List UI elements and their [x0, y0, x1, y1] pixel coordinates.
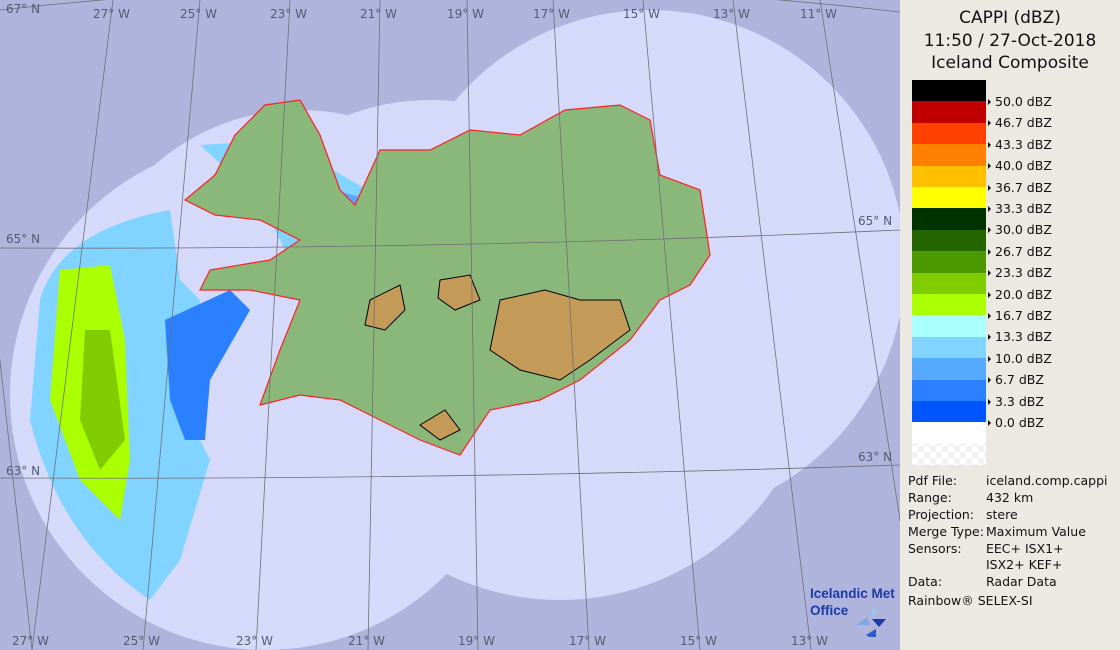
longitude-label-top: 27° W [93, 7, 130, 21]
meridian-line [31, 0, 114, 650]
legend-swatch [912, 251, 986, 273]
meridian-line [642, 0, 701, 650]
meridian-line [0, 357, 33, 650]
longitude-label-bottom: 25° W [123, 634, 160, 648]
legend-panel: CAPPI (dBZ) 11:50 / 27-Oct-2018 Iceland … [900, 0, 1120, 650]
latitude-label-left: 67° N [6, 2, 41, 16]
legend-swatch [912, 272, 986, 295]
info-pdf-file: Pdf File: iceland.comp.cappi [908, 473, 1108, 488]
legend-label: 40.0 dBZ [988, 158, 1052, 173]
legend-swatch [912, 358, 986, 380]
legend-label: 46.7 dBZ [988, 115, 1052, 130]
longitude-label-bottom: 17° W [569, 634, 606, 648]
legend-label: 43.3 dBZ [988, 137, 1052, 152]
logo-arrows-icon [857, 607, 886, 637]
legend-label: 23.3 dBZ [988, 265, 1052, 280]
iceland-land [183, 99, 711, 456]
longitude-label-top: 25° W [180, 7, 217, 21]
legend-swatch [912, 229, 986, 252]
meridian-line [732, 0, 812, 650]
latitude-label-right: 65° N [858, 214, 893, 228]
longitude-label-bottom: 19° W [458, 634, 495, 648]
imo-logo: Icelandic Met Office [810, 585, 895, 637]
legend-swatch [912, 144, 986, 166]
longitude-label-top: 21° W [360, 7, 397, 21]
site-title: Iceland Composite [931, 53, 1089, 73]
legend-label: 10.0 dBZ [988, 351, 1052, 366]
latitude-label-left: 63° N [6, 464, 41, 478]
longitude-label-top: 13° W [713, 7, 750, 21]
longitude-label-bottom: 27° W [12, 634, 49, 648]
legend-label: 3.3 dBZ [988, 394, 1044, 409]
meridian-line [552, 0, 590, 650]
longitude-label-bottom: 15° W [680, 634, 717, 648]
legend-label: 13.3 dBZ [988, 329, 1052, 344]
legend-label: 20.0 dBZ [988, 287, 1052, 302]
longitude-label-top: 17° W [533, 7, 570, 21]
graticule [0, 0, 900, 650]
map-canvas [0, 0, 900, 650]
longitude-label-top: 19° W [447, 7, 484, 21]
legend-swatch [912, 101, 986, 123]
legend-label: 0.0 dBZ [988, 415, 1044, 430]
logo-text-line2: Office [810, 603, 849, 618]
meridian-line [367, 0, 381, 650]
longitude-label-bottom: 21° W [348, 634, 385, 648]
legend-label: 33.3 dBZ [988, 201, 1052, 216]
legend-swatch [912, 379, 986, 402]
legend-swatch-below-zero [912, 422, 986, 466]
legend-label: 26.7 dBZ [988, 244, 1052, 259]
info-software: Rainbow® SELEX-SI [908, 593, 1033, 608]
parallel-line [0, 229, 900, 249]
legend-label: 36.7 dBZ [988, 180, 1052, 195]
legend-label: 16.7 dBZ [988, 308, 1052, 323]
legend-label: 30.0 dBZ [988, 222, 1052, 237]
info-sensors-cont: ISX2+ KEF+ [986, 557, 1063, 572]
longitude-label-top: 15° W [623, 7, 660, 21]
legend-swatch [912, 294, 986, 316]
info-projection: Projection: stere [908, 507, 1018, 522]
legend-swatch [912, 187, 986, 209]
parallel-line [0, 464, 900, 479]
legend-swatch [912, 336, 986, 359]
legend-swatch [912, 208, 986, 230]
longitude-label-bottom: 23° W [236, 634, 273, 648]
legend-label: 6.7 dBZ [988, 372, 1044, 387]
legend-swatch [912, 80, 986, 102]
meridian-line [819, 0, 900, 523]
latitude-label-left: 65° N [6, 232, 41, 246]
info-sensors: Sensors: EEC+ ISX1+ [908, 541, 1064, 556]
legend-label: 50.0 dBZ [988, 94, 1052, 109]
info-range: Range: 432 km [908, 490, 1034, 505]
meridian-line [255, 0, 291, 650]
info-data: Data: Radar Data [908, 574, 1057, 589]
latitude-label-right: 63° N [858, 450, 893, 464]
longitude-label-top: 23° W [270, 7, 307, 21]
legend-swatch [912, 122, 986, 145]
logo-text-line1: Icelandic Met [810, 586, 895, 601]
product-title: CAPPI (dBZ) [959, 8, 1061, 28]
info-merge-type: Merge Type: Maximum Value [908, 524, 1086, 539]
radar-map[interactable]: 27° W 25° W 23° W 21° W 19° W 17° W 15° W 13° W… [0, 0, 900, 650]
meridian-line [142, 0, 201, 650]
longitude-label-top: 11° W [800, 7, 837, 21]
legend-swatch [912, 401, 986, 423]
meridian-line [466, 0, 479, 650]
legend-swatch [912, 165, 986, 188]
longitude-label-bottom: 13° W [791, 634, 828, 648]
legend-swatch [912, 315, 986, 337]
datetime-title: 11:50 / 27-Oct-2018 [923, 31, 1097, 51]
